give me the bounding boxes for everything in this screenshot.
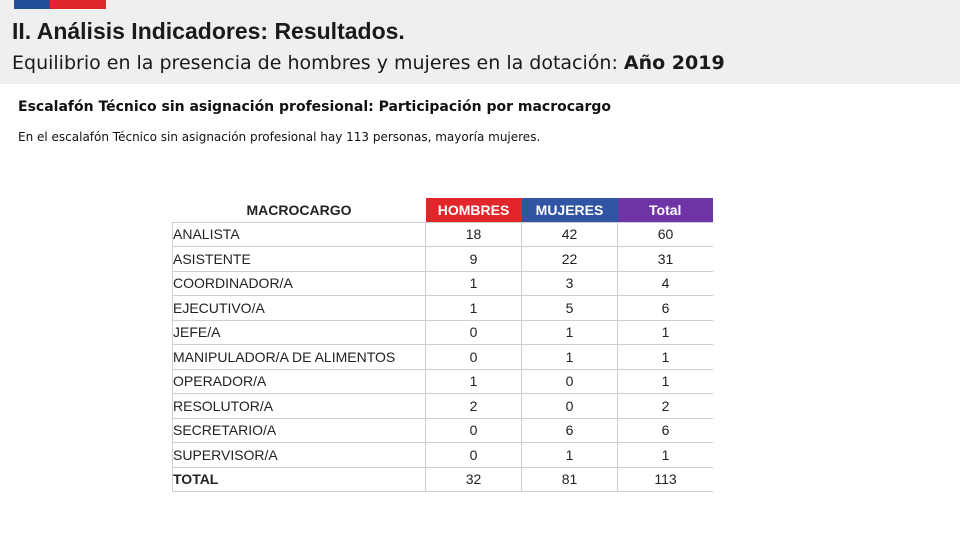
table-row: COORDINADOR/A 1 3 4 (172, 271, 713, 296)
cell-hombres: 0 (425, 418, 522, 443)
column-header-macrocargo: MACROCARGO (246, 201, 352, 218)
column-header-mujeres: MUJERES (521, 198, 618, 222)
table-header-row: MACROCARGO HOMBRES MUJERES Total (173, 198, 713, 222)
cell-macrocargo: ASISTENTE (172, 246, 426, 272)
cell-mujeres: 1 (521, 320, 618, 345)
cell-mujeres: 5 (521, 295, 618, 321)
cell-macrocargo: MANIPULADOR/A DE ALIMENTOS (172, 344, 426, 370)
cell-total: 60 (617, 221, 713, 247)
cell-hombres: 2 (425, 393, 522, 419)
flag-stripe-red (50, 0, 106, 9)
cell-total: 1 (617, 320, 713, 345)
cell-macrocargo: ANALISTA (172, 221, 426, 247)
flag-stripe-blue (14, 0, 50, 9)
cell-mujeres: 22 (521, 246, 618, 272)
cell-macrocargo: EJECUTIVO/A (172, 295, 426, 321)
table-row: EJECUTIVO/A 1 5 6 (172, 295, 713, 321)
cell-total-mujeres: 81 (521, 467, 618, 492)
header-band: II. Análisis Indicadores: Resultados. Eq… (0, 0, 960, 84)
section-heading: Escalafón Técnico sin asignación profesi… (18, 99, 612, 115)
cell-total: 6 (617, 418, 713, 443)
cell-mujeres: 1 (521, 442, 618, 468)
cell-mujeres: 0 (521, 369, 618, 394)
cell-total-hombres: 32 (425, 467, 522, 492)
table-total-row: TOTAL 32 81 113 (172, 467, 713, 492)
subtitle-text: Equilibrio en la presencia de hombres y … (12, 52, 618, 74)
cell-total-total: 113 (617, 467, 713, 492)
cell-total: 2 (617, 393, 713, 419)
cell-macrocargo: RESOLUTOR/A (172, 393, 426, 419)
cell-hombres: 9 (425, 246, 522, 272)
column-header-hombres: HOMBRES (425, 198, 522, 222)
cell-macrocargo: COORDINADOR/A (172, 271, 426, 296)
table-row: SUPERVISOR/A 0 1 1 (172, 442, 713, 468)
subtitle-year: Año 2019 (623, 52, 725, 74)
cell-hombres: 1 (425, 369, 522, 394)
table-row: RESOLUTOR/A 2 0 2 (172, 393, 713, 419)
cell-mujeres: 1 (521, 344, 618, 370)
cell-total: 1 (617, 442, 713, 468)
table-row: SECRETARIO/A 0 6 6 (172, 418, 713, 443)
cell-mujeres: 3 (521, 271, 618, 296)
cell-total: 31 (617, 246, 713, 272)
table-row: ANALISTA 18 42 60 (172, 221, 713, 247)
table-row: ASISTENTE 9 22 31 (172, 246, 713, 272)
page-title: II. Análisis Indicadores: Resultados. (12, 18, 405, 44)
cell-mujeres: 0 (521, 393, 618, 419)
cell-hombres: 0 (425, 442, 522, 468)
macrocargo-table: MACROCARGO HOMBRES MUJERES Total ANALIST… (172, 198, 713, 492)
section-description: En el escalafón Técnico sin asignación p… (18, 130, 541, 144)
table-row: JEFE/A 0 1 1 (172, 320, 713, 345)
cell-total-label: TOTAL (172, 467, 426, 492)
cell-hombres: 1 (425, 295, 522, 321)
cell-macrocargo: SUPERVISOR/A (172, 442, 426, 468)
cell-hombres: 18 (425, 221, 522, 247)
table-row: MANIPULADOR/A DE ALIMENTOS 0 1 1 (172, 344, 713, 370)
column-header-total: Total (617, 198, 713, 222)
cell-hombres: 0 (425, 344, 522, 370)
cell-macrocargo: OPERADOR/A (172, 369, 426, 394)
cell-total: 4 (617, 271, 713, 296)
cell-mujeres: 42 (521, 221, 618, 247)
cell-total: 1 (617, 344, 713, 370)
cell-mujeres: 6 (521, 418, 618, 443)
cell-total: 1 (617, 369, 713, 394)
cell-macrocargo: SECRETARIO/A (172, 418, 426, 443)
cell-total: 6 (617, 295, 713, 321)
cell-macrocargo: JEFE/A (172, 320, 426, 345)
cell-hombres: 1 (425, 271, 522, 296)
table-row: OPERADOR/A 1 0 1 (172, 369, 713, 394)
page-subtitle: Equilibrio en la presencia de hombres y … (12, 52, 725, 74)
cell-hombres: 0 (425, 320, 522, 345)
